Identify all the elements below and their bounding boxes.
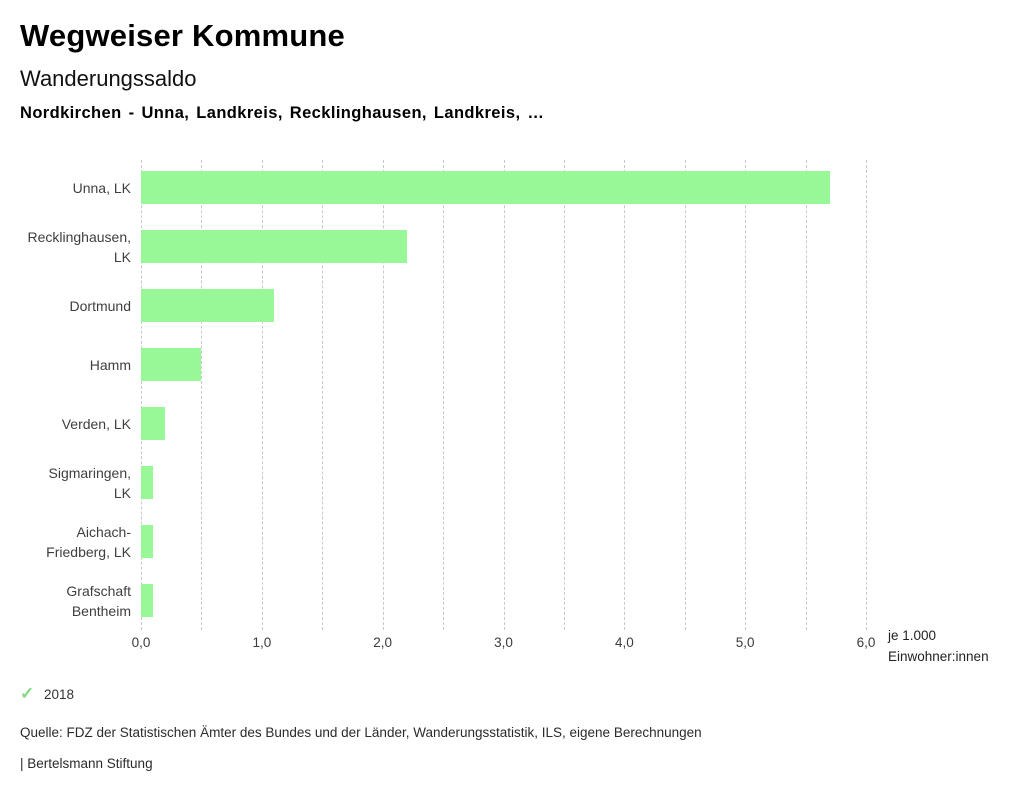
category-label: Aichach- Friedberg, LK xyxy=(46,523,131,560)
gridline xyxy=(141,160,142,630)
bar-aichach-friedberg-lk[interactable] xyxy=(141,525,154,558)
bar-recklinghausen-lk[interactable] xyxy=(141,230,407,263)
brand-text: | Bertelsmann Stiftung xyxy=(20,756,153,771)
x-tick-label: 5,0 xyxy=(735,635,755,650)
x-tick-label: 4,0 xyxy=(614,635,634,650)
gridline xyxy=(382,160,384,630)
legend-item-2018[interactable]: ✓ 2018 xyxy=(20,684,74,704)
gridline xyxy=(745,160,747,630)
bar-sigmaringen-lk[interactable] xyxy=(141,466,154,499)
category-label: Hamm xyxy=(89,356,131,373)
category-label: Unna, LK xyxy=(72,179,131,196)
gridline xyxy=(443,160,445,630)
bar-dortmund[interactable] xyxy=(141,289,274,322)
gridline xyxy=(805,160,807,630)
gridline xyxy=(866,160,867,630)
x-tick-label: 3,0 xyxy=(494,635,513,650)
x-axis-ticks: 0,0 1,0 2,0 3,0 4,0 5,0 6,0 xyxy=(132,635,876,655)
source-text: Quelle: FDZ der Statistischen Ämter des … xyxy=(20,725,702,740)
bar-hamm[interactable] xyxy=(141,348,202,381)
comparison-subtitle: Nordkirchen - Unna, Landkreis, Recklingh… xyxy=(20,104,545,122)
category-label: Grafschaft Bentheim xyxy=(66,582,131,619)
x-tick-label: 6,0 xyxy=(856,635,876,650)
category-label: Sigmaringen, LK xyxy=(48,464,132,501)
bar-unna-lk[interactable] xyxy=(141,171,830,204)
gridline xyxy=(261,160,263,630)
legend-year-label: 2018 xyxy=(44,686,75,702)
gridline xyxy=(684,160,686,630)
axis-unit-label: je 1.000 Einwohner:innen xyxy=(888,625,989,667)
chart-title: Wanderungssaldo xyxy=(20,66,197,91)
bars xyxy=(141,158,866,630)
category-label: Verden, LK xyxy=(61,415,131,432)
axis-unit-label-line2: Einwohner:innen xyxy=(888,649,989,664)
x-tick-label: 2,0 xyxy=(373,635,393,650)
gridline xyxy=(201,160,203,630)
gridline xyxy=(503,160,505,630)
x-tick-label: 0,0 xyxy=(131,635,151,650)
page-title: Wegweiser Kommune xyxy=(20,18,345,53)
bar-chart: Unna, LK Recklinghausen, LK Dortmund Hamm Ve… xyxy=(0,158,1024,678)
x-tick-label: 1,0 xyxy=(252,635,272,650)
bar-grafschaft-bentheim[interactable] xyxy=(141,584,154,617)
plot-area xyxy=(141,158,867,630)
category-label: Recklinghausen, LK xyxy=(27,228,131,265)
axis-unit-label-line1: je 1.000 xyxy=(888,628,937,643)
check-icon: ✓ xyxy=(20,684,35,703)
gridline xyxy=(563,160,565,630)
gridline xyxy=(624,160,626,630)
category-labels: Unna, LK Recklinghausen, LK Dortmund Hamm Ve… xyxy=(0,158,141,630)
gridline xyxy=(322,160,324,630)
category-label: Dortmund xyxy=(69,297,131,314)
bar-verden-lk[interactable] xyxy=(141,407,166,440)
